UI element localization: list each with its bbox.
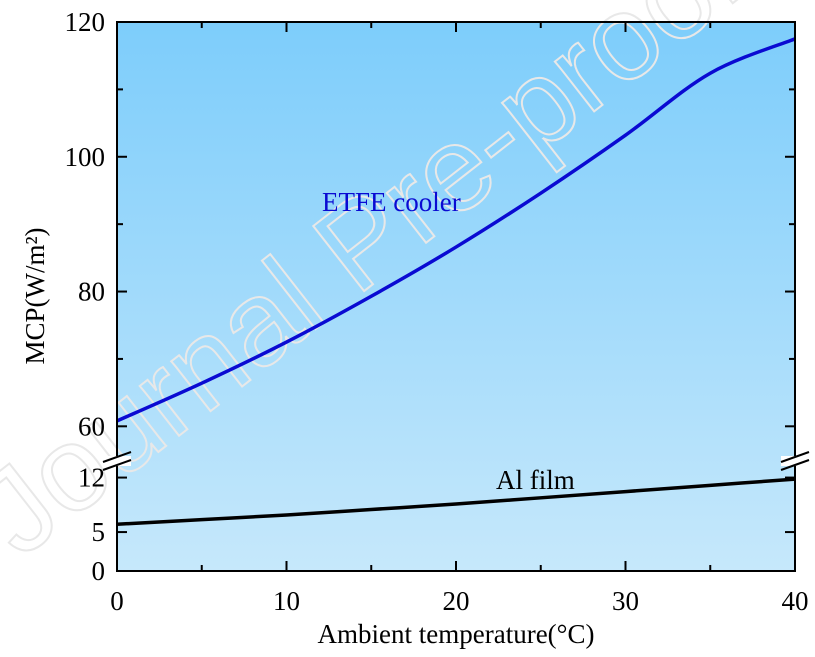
annotation-etfe-cooler: ETFE cooler (322, 187, 461, 217)
x-axis-title: Ambient temperature(°C) (318, 619, 595, 649)
y-tick-label: 12 (78, 463, 105, 493)
x-tick-label: 40 (782, 586, 809, 616)
x-tick-label: 0 (110, 586, 124, 616)
x-tick-label: 10 (273, 586, 300, 616)
y-tick-label: 60 (78, 411, 105, 441)
axis-break-mark (780, 459, 810, 471)
axis-break-mark (102, 459, 132, 471)
axis-layer: 0 10 20 30 40 60 80 100 120 0 5 12 (65, 7, 810, 616)
y-tick-label: 100 (65, 142, 106, 172)
y-tick-label: 120 (65, 7, 106, 37)
axis-break-mark (780, 451, 810, 463)
axis-break-mark (102, 451, 132, 463)
axis-break-gap (781, 456, 809, 466)
y-tick-label: 5 (92, 517, 106, 547)
y-tick-label: 0 (92, 556, 106, 586)
x-tick-label: 20 (443, 586, 470, 616)
x-tick-label: 30 (612, 586, 639, 616)
series-line-al-film (116, 477, 796, 527)
series-layer (116, 37, 796, 527)
plot-background (117, 22, 795, 571)
annotation-al-film: Al film (496, 465, 575, 495)
series-line-etfe-cooler (116, 37, 796, 423)
y-tick-label: 80 (78, 277, 105, 307)
axis-break-gap (103, 456, 131, 466)
y-axis-title: MCP(W/m²) (20, 227, 50, 364)
